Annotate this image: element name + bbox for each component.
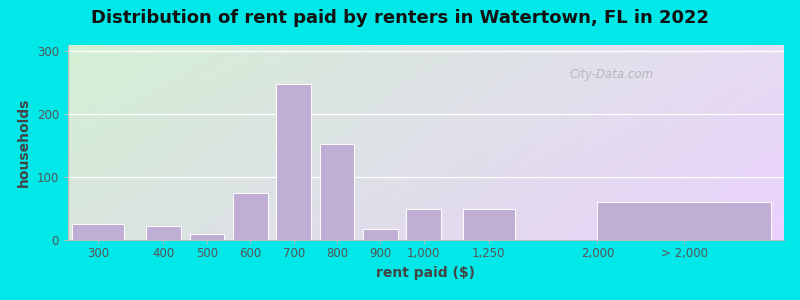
Bar [233, 193, 268, 240]
Bar [406, 208, 441, 240]
Bar [598, 202, 771, 240]
Y-axis label: households: households [17, 98, 31, 187]
Text: Distribution of rent paid by renters in Watertown, FL in 2022: Distribution of rent paid by renters in … [91, 9, 709, 27]
Bar [320, 144, 354, 240]
X-axis label: rent paid ($): rent paid ($) [377, 266, 475, 280]
Bar [276, 84, 311, 240]
Bar [146, 226, 181, 240]
Text: City-Data.com: City-Data.com [570, 68, 654, 81]
Bar [72, 224, 125, 240]
Bar [463, 208, 515, 240]
Bar [363, 229, 398, 240]
Bar [190, 234, 224, 240]
